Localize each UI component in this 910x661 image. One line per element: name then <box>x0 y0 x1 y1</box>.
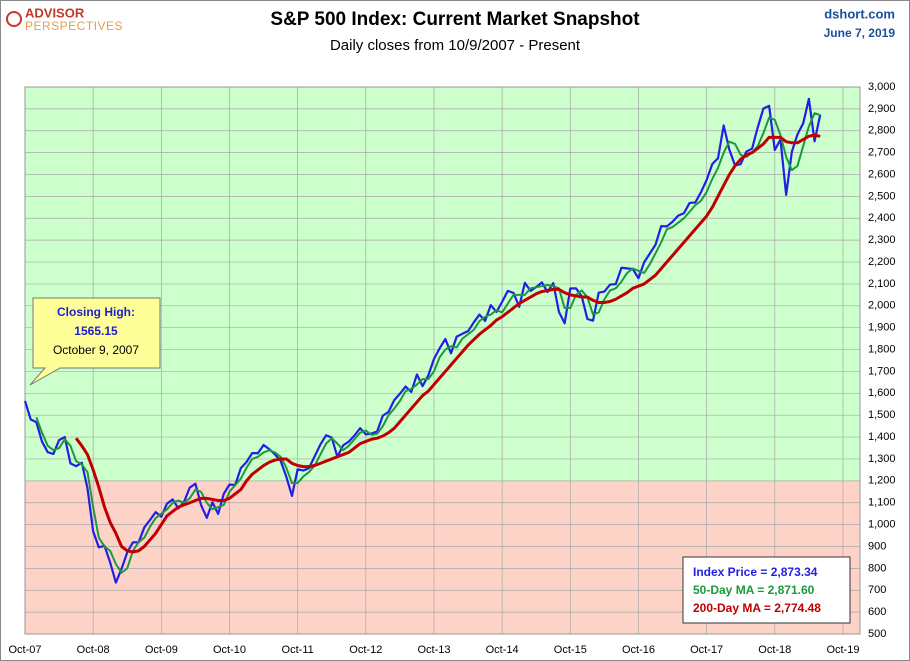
x-tick-label: Oct-09 <box>145 644 178 656</box>
callout-text: October 9, 2007 <box>53 343 139 357</box>
x-tick-label: Oct-11 <box>282 644 314 656</box>
y-tick-label: 2,900 <box>868 103 896 115</box>
logo-icon <box>6 11 22 27</box>
y-tick-label: 1,700 <box>868 365 896 377</box>
y-tick-label: 800 <box>868 562 886 574</box>
y-tick-label: 2,000 <box>868 300 896 312</box>
x-tick-label: Oct-14 <box>486 644 519 656</box>
y-tick-label: 2,300 <box>868 234 896 246</box>
y-tick-label: 2,700 <box>868 147 896 159</box>
series-line <box>23 97 822 584</box>
y-tick-label: 600 <box>868 606 886 618</box>
x-tick-label: Oct-07 <box>8 644 41 656</box>
x-tick-label: Oct-15 <box>554 644 587 656</box>
y-tick-label: 1,200 <box>868 475 896 487</box>
x-tick-label: Oct-16 <box>622 644 655 656</box>
plot-area <box>23 86 861 635</box>
summary-text: 200-Day MA = 2,774.48 <box>693 601 821 615</box>
x-tick-label: Oct-13 <box>417 644 450 656</box>
y-tick-label: 1,600 <box>868 387 896 399</box>
logo-text: ADVISOR <box>25 5 85 20</box>
x-tick-label: Oct-18 <box>758 644 791 656</box>
y-tick-label: 1,100 <box>868 497 896 509</box>
summary-box <box>682 556 851 624</box>
y-tick-label: 2,800 <box>868 125 896 137</box>
series-line <box>35 112 821 574</box>
chart-subtitle: Daily closes from 10/9/2007 - Present <box>330 37 581 54</box>
source: dshort.com <box>824 6 895 21</box>
y-tick-label: 2,200 <box>868 256 896 268</box>
y-tick-label: 2,100 <box>868 278 896 290</box>
y-tick-label: 1,500 <box>868 409 896 421</box>
y-tick-label: 2,400 <box>868 212 896 224</box>
y-tick-label: 700 <box>868 584 886 596</box>
y-tick-label: 2,500 <box>868 190 896 202</box>
callout-text: 1565.15 <box>74 324 118 338</box>
y-tick-label: 500 <box>868 628 886 640</box>
y-tick-label: 1,800 <box>868 343 896 355</box>
logo-text: PERSPECTIVES <box>25 19 123 33</box>
y-tick-label: 1,900 <box>868 322 896 334</box>
x-tick-label: Oct-12 <box>349 644 382 656</box>
summary-text: Index Price = 2,873.34 <box>693 565 818 579</box>
x-tick-label: Oct-10 <box>213 644 246 656</box>
y-tick-label: 900 <box>868 540 886 552</box>
plot-border <box>24 86 861 635</box>
x-tick-label: Oct-17 <box>690 644 723 656</box>
x-tick-label: Oct-19 <box>826 644 859 656</box>
date: June 7, 2019 <box>824 26 896 40</box>
series-line <box>74 133 821 554</box>
y-tick-label: 2,600 <box>868 168 896 180</box>
callout-text: Closing High: <box>57 305 135 319</box>
chart-title: S&P 500 Index: Current Market Snapshot <box>270 9 640 30</box>
y-tick-label: 1,000 <box>868 519 896 531</box>
y-tick-label: 1,300 <box>868 453 896 465</box>
summary-text: 50-Day MA = 2,871.60 <box>693 583 815 597</box>
y-tick-label: 1,400 <box>868 431 896 443</box>
callout-box <box>29 297 161 386</box>
y-tick-label: 3,000 <box>868 81 896 93</box>
x-tick-label: Oct-08 <box>77 644 110 656</box>
